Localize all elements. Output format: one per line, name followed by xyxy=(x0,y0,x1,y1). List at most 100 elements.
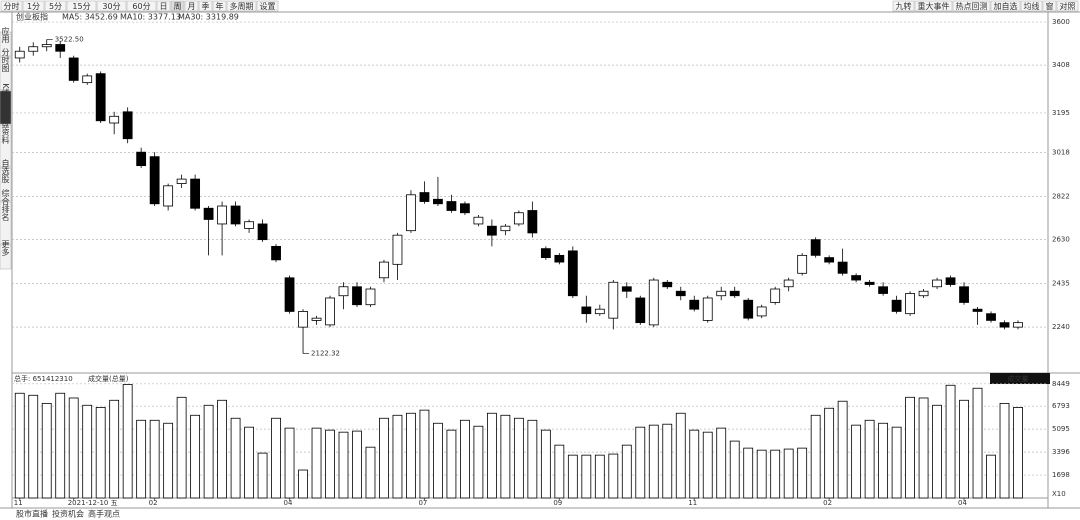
candle-body xyxy=(271,245,281,261)
volume-selector[interactable] xyxy=(990,373,1050,384)
toolbar-button[interactable] xyxy=(66,0,97,12)
toolbar-button[interactable] xyxy=(1056,0,1079,12)
volume-bar xyxy=(486,412,497,499)
toolbar-button[interactable] xyxy=(952,0,991,12)
toolbar-label[interactable]: 窗 xyxy=(1046,1,1054,11)
candle-body xyxy=(729,290,740,297)
toolbar-label[interactable]: 设置 xyxy=(260,1,276,11)
toolbar-button[interactable] xyxy=(184,0,199,12)
volume-bar xyxy=(527,419,538,499)
bottom-tab[interactable]: 高手观点 xyxy=(88,509,120,519)
volume-bar xyxy=(648,424,659,499)
volume-bar xyxy=(365,446,376,499)
volume-bar xyxy=(945,384,956,499)
toolbar-label[interactable]: 九转 xyxy=(896,1,912,11)
side-tab[interactable] xyxy=(0,124,12,168)
side-tab[interactable] xyxy=(0,201,12,245)
volume-selector-label[interactable]: 成交量 xyxy=(1008,374,1029,383)
volume-bar xyxy=(419,409,430,499)
toolbar-button[interactable] xyxy=(170,0,185,12)
side-tab-label[interactable]: 应用 xyxy=(1,26,10,44)
side-tab[interactable] xyxy=(0,167,12,202)
volume-bar xyxy=(14,392,25,499)
candle-body xyxy=(68,57,79,81)
candle-body xyxy=(406,194,416,232)
volume-bar xyxy=(918,397,929,499)
toolbar-label[interactable]: 15分 xyxy=(72,2,90,11)
volume-bar xyxy=(999,402,1010,499)
side-tab-label[interactable]: 自选股 xyxy=(1,158,10,184)
volume-bar xyxy=(392,414,403,499)
toolbar-button[interactable] xyxy=(198,0,213,12)
volume-bar xyxy=(446,429,457,499)
side-tab[interactable] xyxy=(0,244,12,270)
toolbar-label[interactable]: 年 xyxy=(216,1,224,11)
toolbar-button[interactable] xyxy=(1020,0,1043,12)
side-tab[interactable] xyxy=(0,56,12,91)
volume-bar xyxy=(770,449,781,499)
volume-bar xyxy=(743,447,754,499)
candle-body xyxy=(41,44,52,48)
toolbar-button[interactable] xyxy=(22,0,45,12)
candle-body xyxy=(446,201,457,211)
candle-body xyxy=(527,210,538,234)
toolbar-button[interactable] xyxy=(892,0,915,12)
side-tab-label[interactable]: 分时图 xyxy=(1,48,10,73)
toolbar-button[interactable] xyxy=(256,0,279,12)
toolbar-label[interactable]: 1分 xyxy=(27,2,40,11)
toolbar-label[interactable]: 对照 xyxy=(1060,1,1076,11)
side-tab-label[interactable]: 综合排名 xyxy=(1,188,10,222)
candle-body xyxy=(648,279,659,326)
volume-bar xyxy=(95,407,106,499)
toolbar-label[interactable]: 季 xyxy=(202,1,210,11)
toolbar-button[interactable] xyxy=(126,0,157,12)
toolbar-label[interactable]: 重大事件 xyxy=(918,1,950,11)
candle-body xyxy=(702,297,713,321)
candle-body xyxy=(230,205,241,225)
candle-body xyxy=(999,322,1010,328)
toolbar-button[interactable] xyxy=(156,0,171,12)
toolbar-button[interactable] xyxy=(96,0,127,12)
volume-bar xyxy=(41,402,52,499)
toolbar-label[interactable]: 60分 xyxy=(132,2,150,11)
x-tick-label: 02 xyxy=(823,499,832,507)
toolbar-label[interactable]: 分时 xyxy=(4,1,20,11)
bottom-tab[interactable]: 股市直播 xyxy=(16,509,48,519)
volume-bar xyxy=(176,396,187,499)
toolbar-label[interactable]: 加自选 xyxy=(994,1,1018,11)
toolbar-label[interactable]: 5分 xyxy=(49,2,62,11)
side-tab[interactable] xyxy=(0,90,12,125)
toolbar-label[interactable]: 热点回测 xyxy=(956,1,988,11)
candle-body xyxy=(851,275,862,281)
candle-body xyxy=(770,288,781,303)
toolbar-button[interactable] xyxy=(44,0,67,12)
x-tick-label: 11 xyxy=(14,499,23,507)
volume-bar xyxy=(635,426,646,499)
volume-bar xyxy=(810,414,821,499)
candle-body xyxy=(217,205,227,225)
side-tab[interactable] xyxy=(0,31,12,57)
candle-body xyxy=(932,279,942,288)
toolbar-label[interactable]: 月 xyxy=(188,2,196,11)
volume-bar xyxy=(298,469,308,499)
toolbar-label[interactable]: 多周期 xyxy=(230,1,254,11)
side-tab-label[interactable]: K线图 xyxy=(1,83,10,105)
toolbar-button[interactable] xyxy=(990,0,1021,12)
bottom-tab[interactable]: 投资机会 xyxy=(52,509,84,519)
candle-body xyxy=(190,178,201,209)
toolbar-label[interactable]: 日 xyxy=(160,2,168,11)
volume-bar xyxy=(662,423,673,499)
toolbar-label[interactable]: 30分 xyxy=(102,2,120,11)
toolbar-button[interactable] xyxy=(0,0,23,12)
side-tab-label[interactable]: 更多 xyxy=(1,240,10,257)
candle-body xyxy=(635,297,646,324)
toolbar-label[interactable]: 均线 xyxy=(1024,1,1040,11)
side-tab-label[interactable]: 大盘资料 xyxy=(1,111,10,145)
toolbar-button[interactable] xyxy=(1042,0,1057,12)
candle-body xyxy=(352,286,362,306)
toolbar-button[interactable] xyxy=(212,0,227,12)
toolbar-label[interactable]: 周 xyxy=(174,2,182,11)
toolbar-button[interactable] xyxy=(226,0,257,12)
toolbar-button[interactable] xyxy=(914,0,953,12)
